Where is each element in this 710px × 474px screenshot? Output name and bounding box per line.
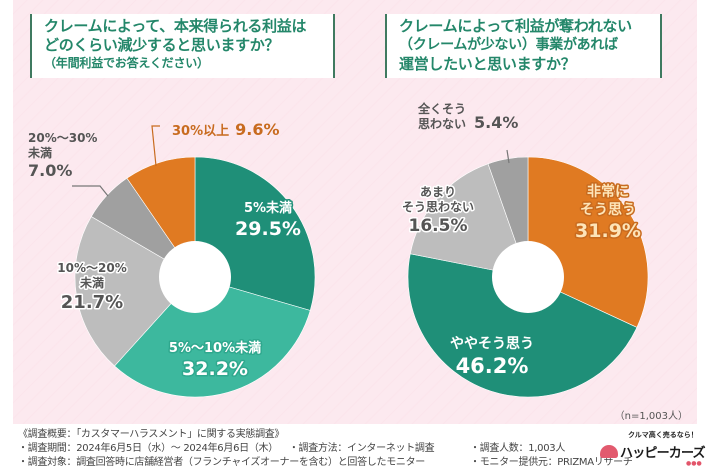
slice-label: 30%以上	[172, 124, 229, 139]
footer-summary: 《調査概要：「カスタマーハラスメント」に関する実態調査》	[18, 429, 285, 440]
slice-label: そう思わない	[402, 200, 474, 214]
survey-footer-right: ・調査人数：1,003人 ・モニター提供元：PRIZMAリサーチ	[470, 442, 633, 470]
footer-target: ・調査対象：調査回答時に店舗経営者（フランチャイズオーナーを含む）と回答したモニ…	[18, 457, 425, 468]
question-1-line-2: どのくらい減少すると思いますか？	[44, 36, 280, 54]
footer-count: ・調査人数：1,003人	[470, 443, 566, 454]
slice-label: 全くそう	[417, 101, 466, 116]
leader-line	[506, 149, 510, 164]
donut-chart-1: 5%未満29.5%5%〜10%未満32.2%10%〜20%未満21.7%20%〜…	[27, 120, 316, 398]
donut-slice-2-2	[407, 253, 638, 398]
donut-hole	[492, 241, 564, 313]
slice-label: 10%〜20%	[57, 261, 126, 275]
sample-size-note: （n=1,003人）	[614, 411, 688, 422]
leader-line	[72, 185, 109, 197]
slice-value: 29.5%	[235, 218, 301, 240]
slice-label: 5%未満	[244, 200, 292, 216]
slice-label: あまり	[420, 185, 456, 199]
question-1-note: （年間利益でお答えください）	[44, 56, 209, 70]
slice-value: 46.2%	[456, 354, 529, 378]
slice-label: 5%〜10%未満	[169, 340, 261, 356]
footer-method: ・調査方法：インターネット調査	[288, 443, 435, 454]
slice-value: 32.2%	[182, 358, 248, 380]
slice-value: 5.4%	[474, 113, 518, 132]
slice-value: 7.0%	[28, 161, 72, 180]
slice-label: 思わない	[418, 117, 466, 131]
question-1-box: クレームによって、本来得られる利益は どのくらい減少すると思いますか？ （年間利…	[30, 14, 335, 78]
survey-footer: 《調査概要：「カスタマーハラスメント」に関する実態調査》 ・調査期間：2024年…	[18, 428, 442, 470]
question-2-line-2: （クレームが少ない）事業があれば	[399, 37, 618, 53]
donut-slice-2-3	[409, 163, 529, 278]
question-2-line-3: 運営したいと思いますか？	[399, 55, 576, 73]
brand-logo: クルマ高く売るなら！ ハッピーカーズ ●●●	[600, 430, 708, 472]
question-1-line-1: クレームによって、本来得られる利益は	[44, 17, 307, 35]
slice-value: 21.7%	[61, 292, 123, 313]
leader-line	[151, 125, 160, 167]
donut-slice-1-2	[114, 276, 311, 398]
slice-value: 9.6%	[235, 120, 279, 139]
donut-hole	[159, 241, 231, 313]
slice-label: 非常に	[587, 183, 629, 200]
slice-label: 未満	[27, 145, 52, 160]
donut-slice-1-3	[74, 216, 196, 367]
footer-provider: ・モニター提供元：PRIZMAリサーチ	[470, 457, 633, 468]
slice-value: 31.9%	[575, 220, 641, 242]
slice-label: そう思う	[580, 202, 636, 218]
slice-label: 20%〜30%	[28, 131, 97, 145]
logo-dots: ●●●	[686, 460, 702, 467]
slice-label: 未満	[79, 275, 104, 290]
question-2-line-1: クレームによって利益が奪われない	[399, 17, 632, 35]
footer-period: ・調査期間：2024年6月5日（水）〜 2024年6月6日（木）	[18, 443, 278, 454]
slice-value: 16.5%	[409, 216, 468, 236]
car-logo-icon	[600, 445, 618, 458]
logo-tagline: クルマ高く売るなら！	[628, 431, 698, 439]
question-2-box: クレームによって利益が奪われない （クレームが少ない）事業があれば 運営したいと…	[385, 14, 662, 78]
logo-name: ハッピーカーズ	[620, 446, 706, 461]
slice-label: ややそう思う	[450, 336, 534, 352]
